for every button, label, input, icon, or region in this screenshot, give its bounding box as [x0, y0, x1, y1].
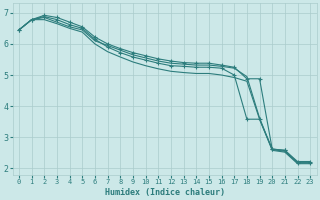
X-axis label: Humidex (Indice chaleur): Humidex (Indice chaleur) [105, 188, 225, 197]
